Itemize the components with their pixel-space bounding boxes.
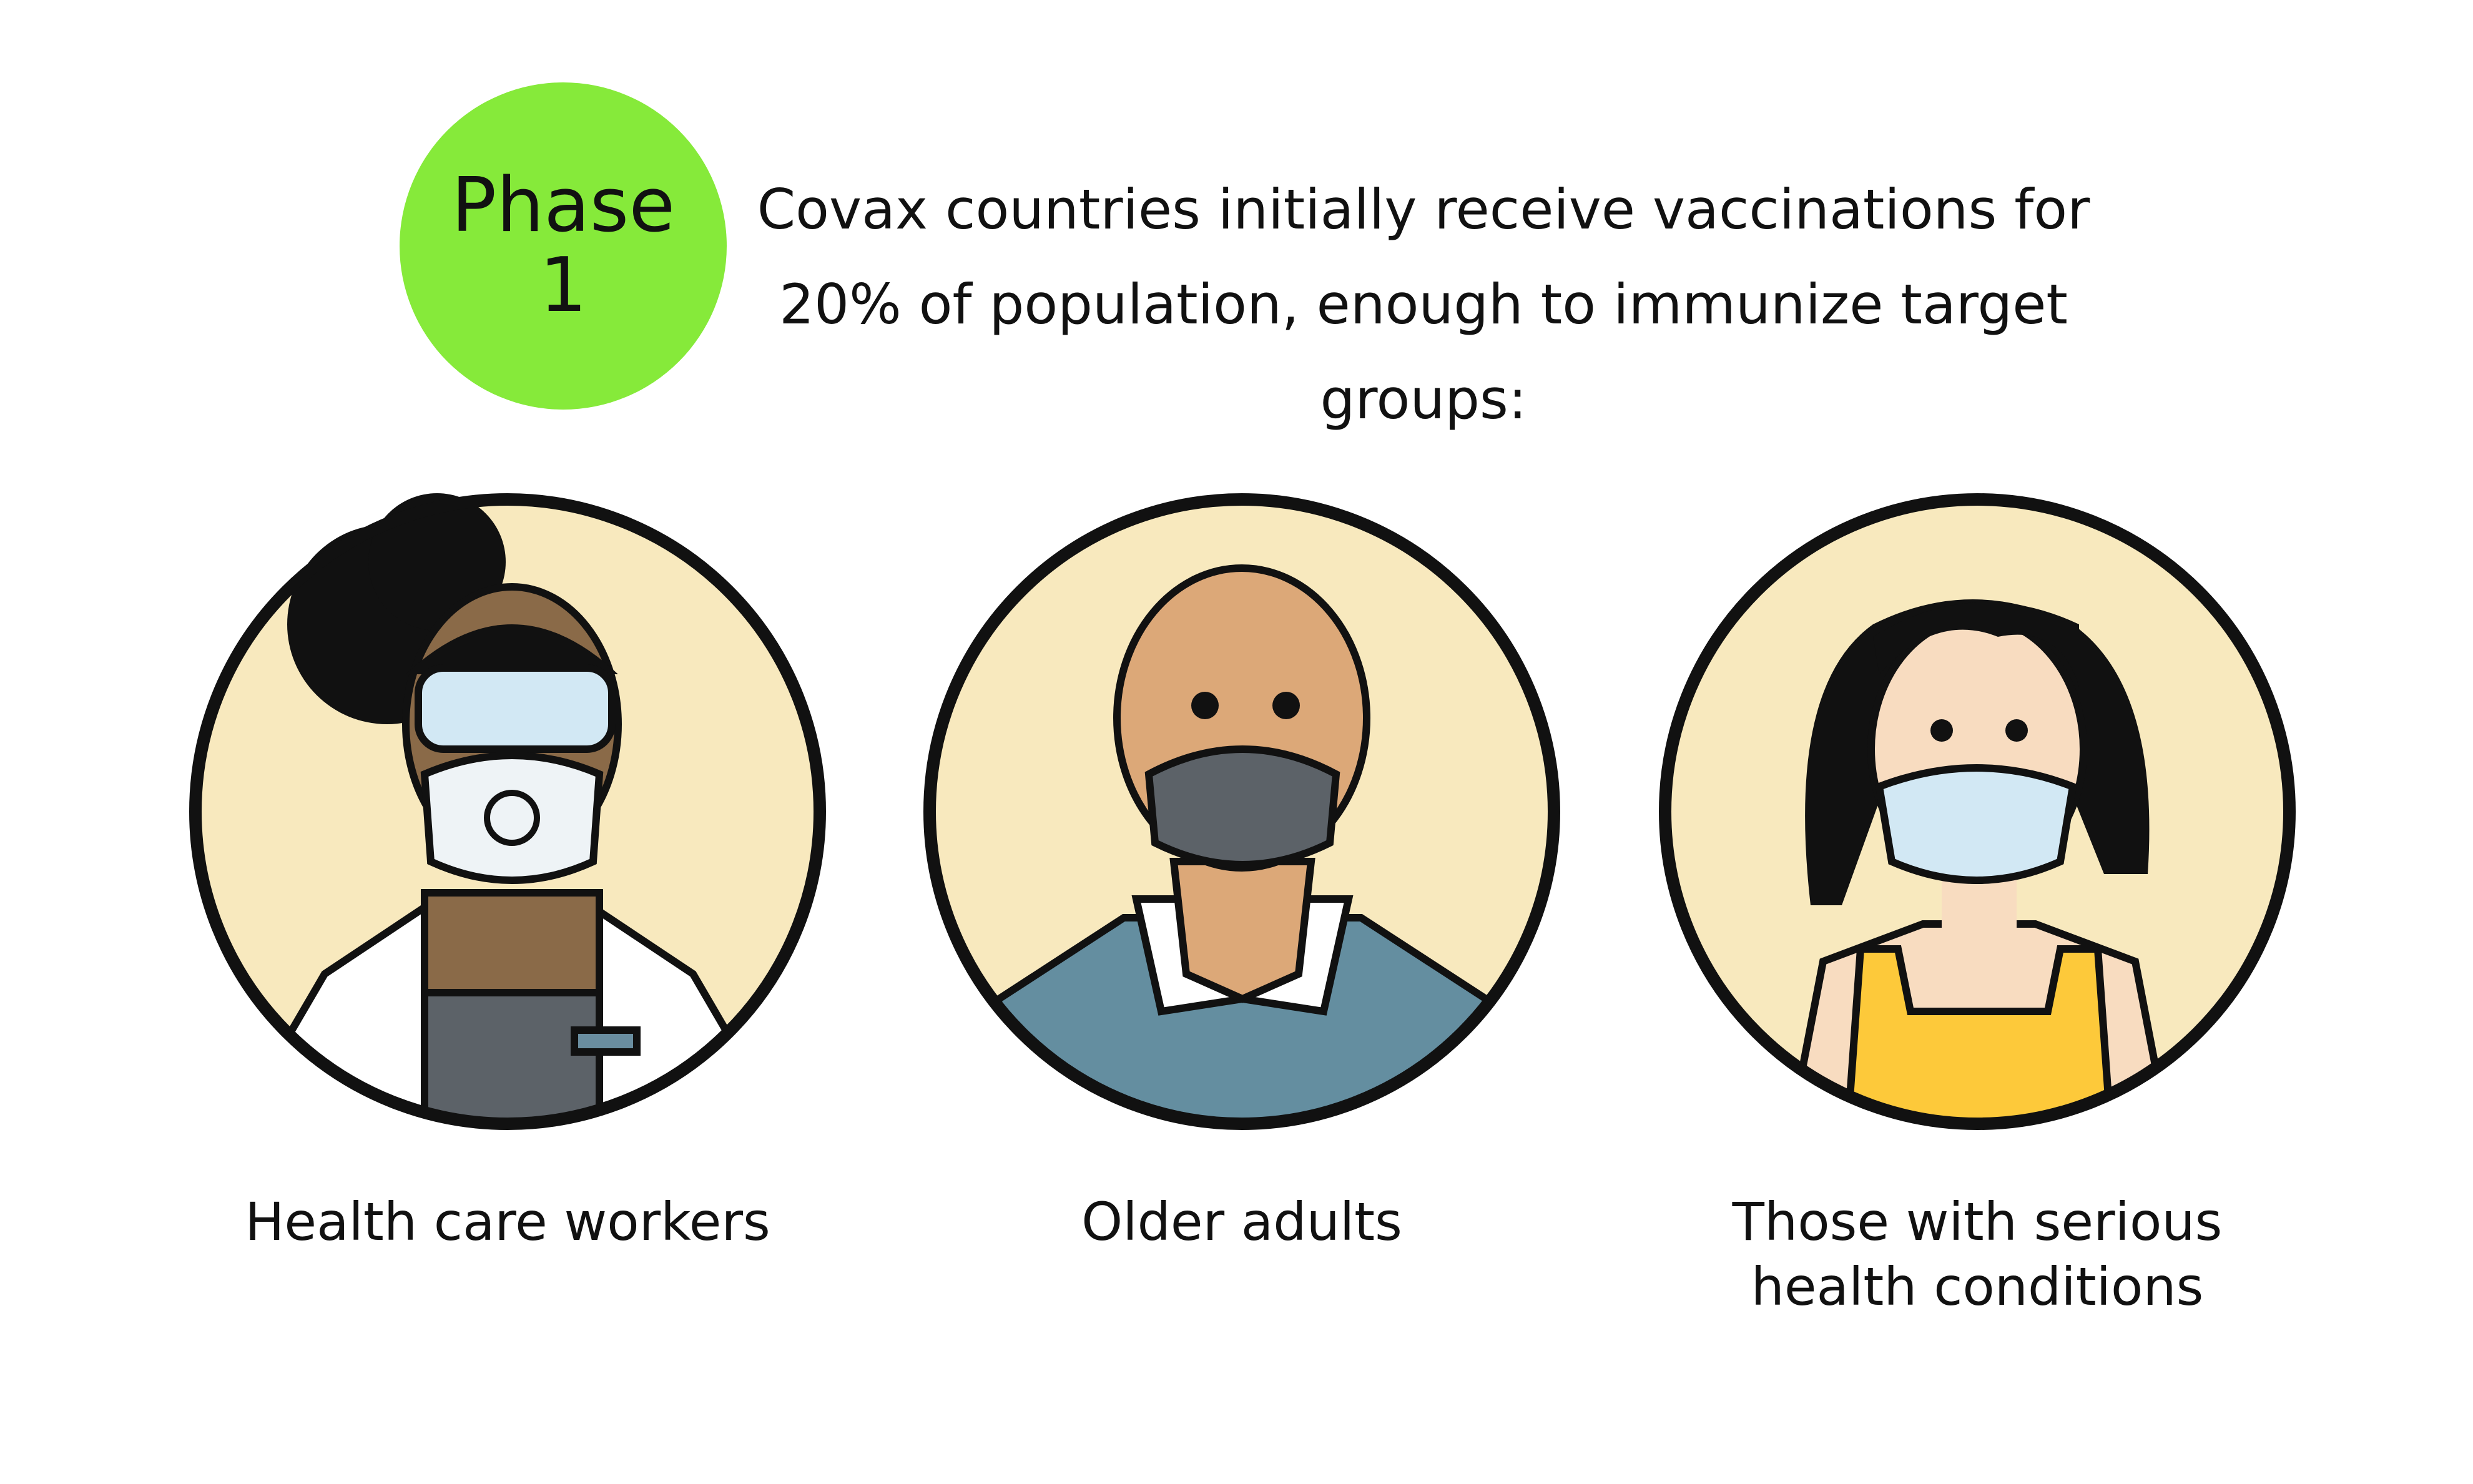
group-label-health-care-workers: Health care workers <box>245 1191 770 1252</box>
group-label-line-2: health conditions <box>1751 1256 2204 1317</box>
health-care-worker-portrait-icon <box>189 493 826 1130</box>
group-label-line-1: Those with serious <box>1732 1191 2223 1252</box>
phase-number: 1 <box>539 242 588 329</box>
intro-line-2: 20% of population, enough to immunize ta… <box>779 272 2068 431</box>
woman-with-mask-portrait-icon <box>1659 493 2296 1130</box>
group-label-older-adults: Older adults <box>1081 1191 1402 1252</box>
older-adult-portrait-icon <box>923 493 1560 1130</box>
intro-text: Covax countries initially receive vaccin… <box>737 162 2110 447</box>
phase-badge: Phase 1 <box>400 82 727 410</box>
intro-line-1: Covax countries initially receive vaccin… <box>757 177 2090 242</box>
phase-word: Phase <box>451 162 676 249</box>
group-label-serious-conditions: Those with serious health conditions <box>1634 1189 2321 1319</box>
